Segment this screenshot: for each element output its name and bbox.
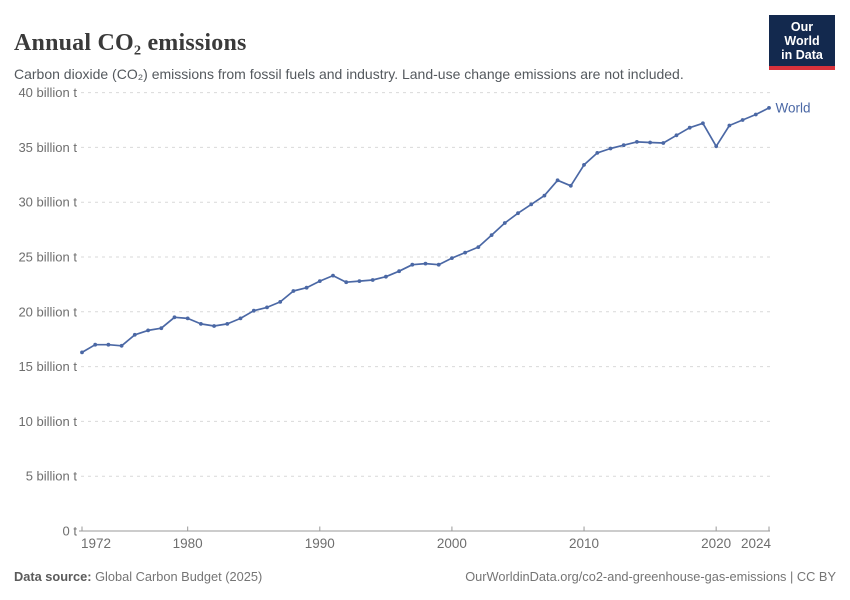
y-axis-tick-label: 25 billion t [18,250,77,265]
emissions-line-chart[interactable]: 0 t 5 billion t 10 billion t 15 billion t 20… [0,80,850,560]
data-point-marker[interactable] [80,350,84,355]
y-axis-tick-label: 40 billion t [18,85,77,100]
data-point-marker[interactable] [410,262,415,267]
data-point-marker[interactable] [753,112,758,117]
data-point-marker[interactable] [436,262,441,267]
x-axis-tick-label: 2000 [437,536,467,551]
chart-title: Annual CO₂ emissions [14,30,247,57]
data-point-marker[interactable] [516,211,520,216]
data-point-marker[interactable] [621,143,626,148]
data-point-marker[interactable] [119,343,124,348]
data-point-marker[interactable] [463,250,467,255]
data-point-marker[interactable] [212,324,217,328]
data-point-marker[interactable] [357,279,362,283]
data-point-marker[interactable] [172,315,177,320]
data-point-marker[interactable] [648,140,652,145]
data-point-marker[interactable] [278,300,283,304]
data-point-marker[interactable] [555,178,560,183]
data-point-marker[interactable] [476,245,481,250]
data-point-marker[interactable] [317,279,322,283]
data-point-marker[interactable] [687,125,692,130]
x-axis-tick-label: 2010 [569,536,599,551]
data-point-marker[interactable] [568,183,573,188]
x-axis-tick-label: 2020 [701,536,731,551]
x-axis-tick-label: 1972 [81,536,111,551]
data-point-marker[interactable] [582,163,586,167]
data-point-marker[interactable] [595,151,600,155]
data-point-marker[interactable] [238,316,243,321]
data-point-marker[interactable] [740,118,745,122]
data-point-marker[interactable] [727,123,732,128]
data-point-marker[interactable] [608,146,613,151]
data-point-marker[interactable] [674,133,679,138]
owid-logo[interactable]: Our World in Data [769,15,835,70]
data-point-marker[interactable] [542,193,547,198]
data-point-marker[interactable] [635,140,639,144]
data-point-marker[interactable] [331,273,335,278]
emissions-line-world[interactable] [81,107,770,354]
data-point-marker[interactable] [489,233,494,238]
data-point-marker[interactable] [701,121,705,126]
y-axis-tick-label: 10 billion t [18,414,77,429]
owid-logo-line2: in Data [781,48,823,62]
data-point-marker[interactable] [529,202,534,207]
data-point-marker[interactable] [251,308,256,313]
data-point-marker[interactable] [146,328,151,333]
data-point-marker[interactable] [423,261,428,266]
y-axis-tick-label: 0 t [63,524,78,539]
data-point-marker[interactable] [384,274,388,279]
data-point-marker[interactable] [304,285,309,290]
citation-url[interactable]: OurWorldinData.org/co2-and-greenhouse-ga… [465,569,836,584]
y-axis-tick-label: 30 billion t [18,195,77,210]
data-point-marker[interactable] [344,280,349,285]
data-point-marker[interactable] [661,141,666,145]
data-point-marker[interactable] [265,305,269,310]
chart-subtitle: Carbon dioxide (CO₂) emissions from foss… [14,66,684,82]
data-point-marker[interactable] [370,278,375,282]
data-point-marker[interactable] [397,269,401,274]
data-point-marker[interactable] [767,106,771,110]
data-point-marker[interactable] [132,332,137,337]
x-axis-tick-label: 2024 [741,536,772,551]
y-axis-tick-label: 15 billion t [18,359,77,374]
data-point-marker[interactable] [93,342,98,347]
data-source-label: Data source: [14,569,92,584]
x-axis-tick-label: 1990 [305,536,335,551]
data-point-marker[interactable] [502,221,507,225]
y-axis-tick-label: 20 billion t [18,304,77,319]
data-point-marker[interactable] [185,316,190,321]
data-point-marker[interactable] [199,322,203,326]
data-point-marker[interactable] [450,256,454,260]
y-axis-tick-label: 35 billion t [18,140,77,155]
data-point-marker[interactable] [159,326,164,331]
series-end-label-world[interactable]: World [776,100,811,115]
data-source-note: Data source: Global Carbon Budget (2025) [14,569,262,584]
data-point-marker[interactable] [714,144,719,149]
data-source-text: Global Carbon Budget (2025) [91,569,263,584]
x-axis-tick-label: 1980 [173,536,203,551]
y-axis-tick-label: 5 billion t [26,469,78,484]
data-point-marker[interactable] [106,342,111,347]
data-point-marker[interactable] [225,322,230,326]
data-point-marker[interactable] [291,289,296,293]
owid-logo-line1: Our World [784,20,820,48]
